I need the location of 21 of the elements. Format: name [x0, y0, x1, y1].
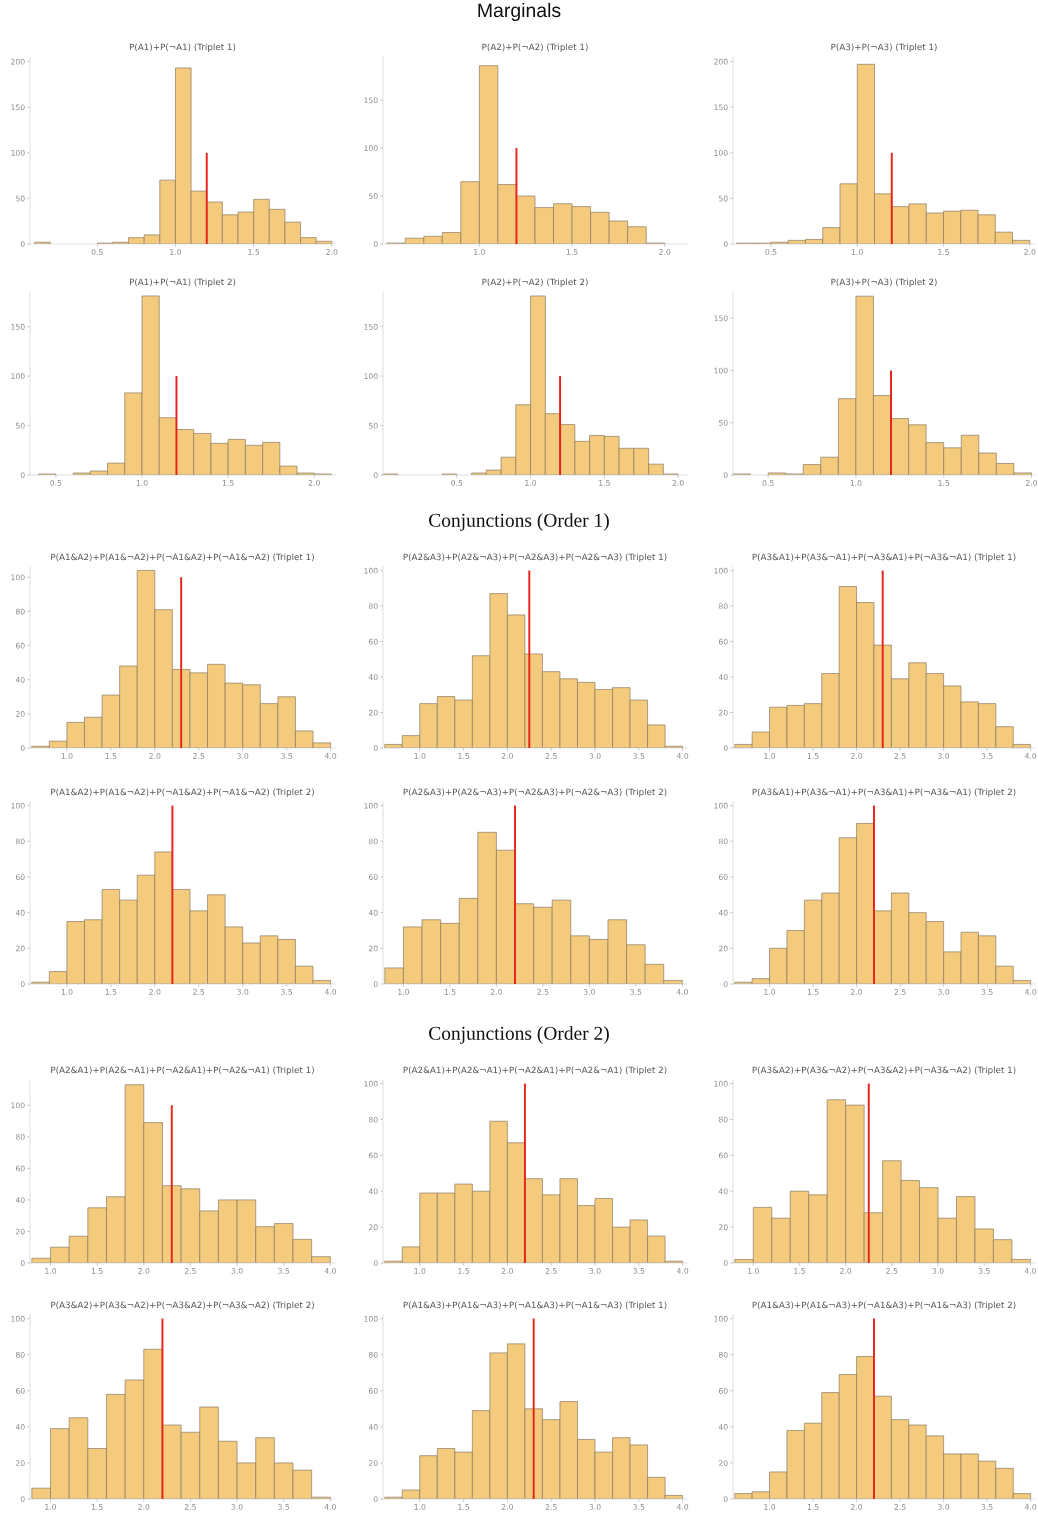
chart-title: P(A3)+P(¬A3) (Triplet 1) [831, 43, 937, 52]
chart-title: P(A2&A3)+P(A2&¬A3)+P(¬A2&A3)+P(¬A2&¬A3) (Triplet 2) [403, 788, 667, 797]
chart-title: P(A1&A2)+P(A1&¬A2)+P(¬A1&A2)+P(¬A1&¬A2) (Triplet 2) [51, 788, 314, 797]
chart-title: P(A2&A3)+P(A2&¬A3)+P(¬A2&A3)+P(¬A2&¬A3) (Triplet 1) [403, 553, 667, 562]
chart-title: P(A3&A1)+P(A3&¬A1)+P(¬A3&A1)+P(¬A3&¬A1) (Triplet 1) [752, 553, 1016, 562]
chart-title: P(A3&A2)+P(A3&¬A2)+P(¬A3&A2)+P(¬A3&¬A2) (Triplet 2) [51, 1301, 314, 1310]
chart-title: P(A2)+P(¬A2) (Triplet 2) [482, 278, 588, 287]
chart-title: P(A1)+P(¬A1) (Triplet 1) [129, 43, 236, 52]
text: Conjunctions (Order 2) [429, 1026, 609, 1044]
text: Conjunctions (Order 1) [429, 513, 609, 531]
chart-title: P(A2&A1)+P(A2&¬A1)+P(¬A2&A1)+P(¬A2&¬A1) (Triplet 2) [403, 1066, 667, 1075]
chart-title: P(A1)+P(¬A1) (Triplet 2) [129, 278, 236, 287]
chart-title: P(A3)+P(¬A3) (Triplet 2) [831, 278, 937, 287]
text: Marginals [478, 2, 561, 22]
chart-title: P(A2)+P(¬A2) (Triplet 1) [482, 43, 588, 52]
chart-title: P(A3&A1)+P(A3&¬A1)+P(¬A3&A1)+P(¬A3&¬A1) (Triplet 2) [752, 788, 1016, 797]
chart-title: P(A2&A1)+P(A2&¬A1)+P(¬A2&A1)+P(¬A2&¬A1) (Triplet 1) [51, 1066, 314, 1075]
chart-title: P(A3&A2)+P(A3&¬A2)+P(¬A3&A2)+P(¬A3&¬A2) (Triplet 1) [752, 1066, 1016, 1075]
chart-title: P(A1&A3)+P(A1&¬A3)+P(¬A1&A3)+P(¬A1&¬A3) (Triplet 1) [403, 1301, 667, 1310]
chart-title: P(A1&A3)+P(A1&¬A3)+P(¬A1&A3)+P(¬A1&¬A3) (Triplet 2) [752, 1301, 1016, 1310]
chart-title: P(A1&A2)+P(A1&¬A2)+P(¬A1&A2)+P(¬A1&¬A2) (Triplet 1) [51, 553, 314, 562]
